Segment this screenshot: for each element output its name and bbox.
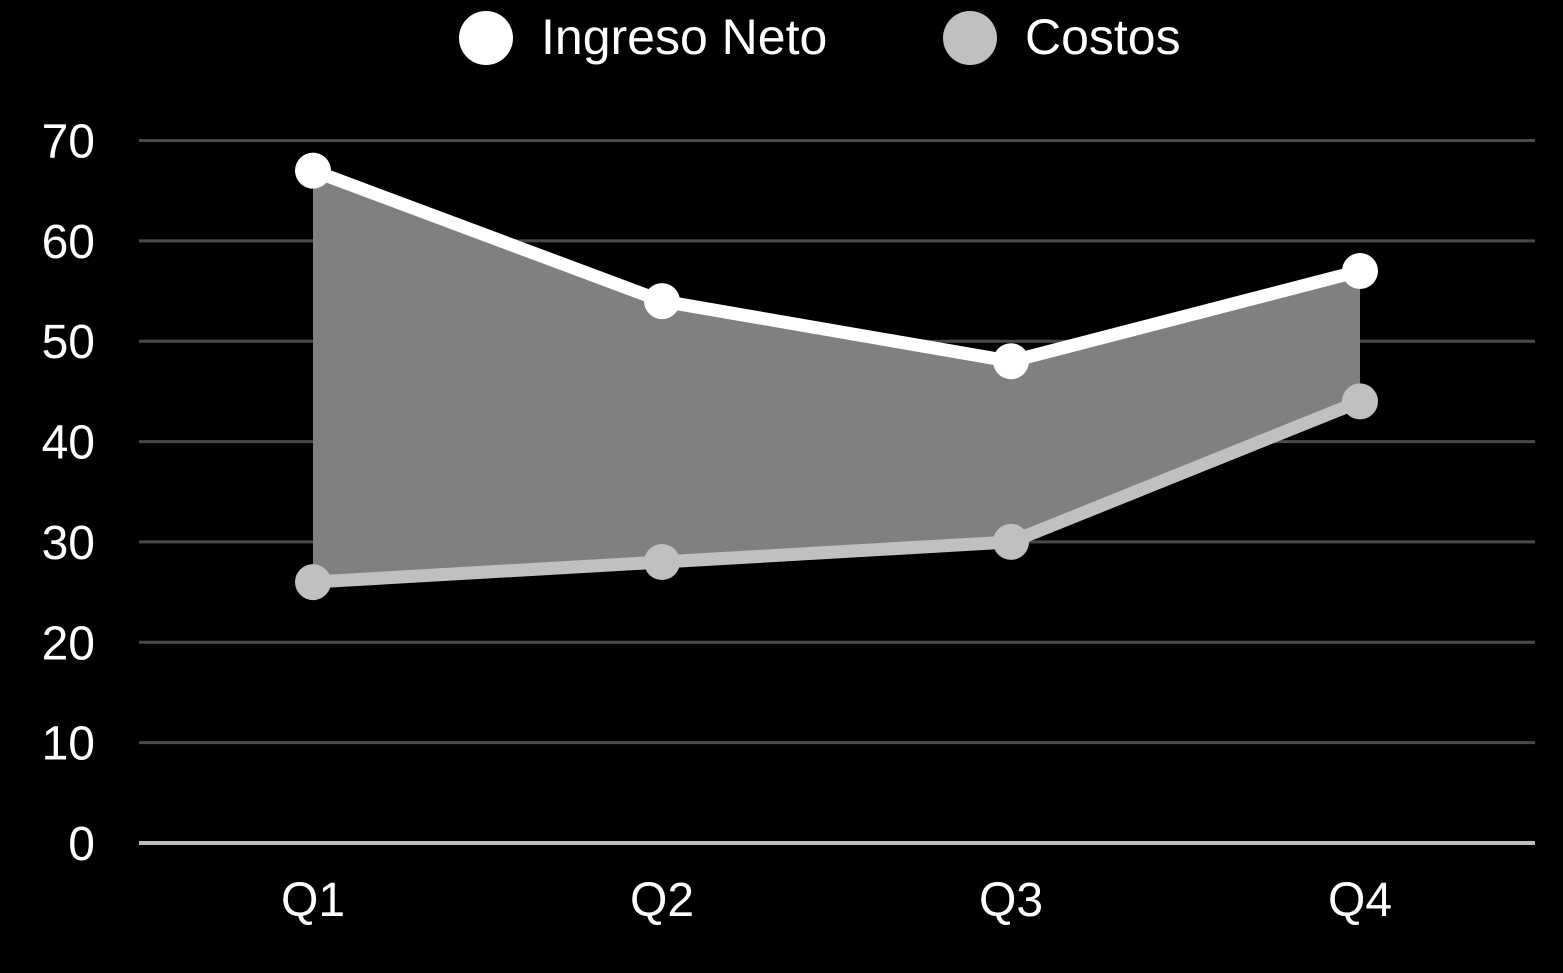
- legend-label: Costos: [1025, 9, 1181, 65]
- data-point-ingreso-neto: [295, 152, 331, 189]
- legend-marker-icon: [459, 11, 513, 65]
- x-tick-label: Q2: [630, 874, 694, 927]
- data-point-costos: [1342, 383, 1378, 420]
- legend-label: Ingreso Neto: [541, 9, 827, 65]
- y-tick-label: 50: [42, 316, 95, 369]
- y-tick-label: 40: [42, 417, 95, 470]
- y-tick-label: 60: [42, 216, 95, 269]
- legend: Ingreso Neto Costos: [459, 9, 1181, 65]
- y-axis-tick-labels: 0 10 20 30 40 50 60 70: [42, 116, 95, 872]
- data-point-ingreso-neto: [1342, 252, 1378, 289]
- x-tick-label: Q1: [281, 874, 345, 927]
- legend-marker-icon: [943, 11, 997, 65]
- series-points: [295, 152, 1378, 601]
- series-line-costos: [306, 394, 1367, 589]
- x-tick-label: Q3: [979, 874, 1043, 927]
- series-lines: [306, 164, 1367, 589]
- x-axis-tick-labels: Q1 Q2 Q3 Q4: [281, 874, 1392, 927]
- y-tick-label: 30: [42, 517, 95, 570]
- y-tick-label: 20: [42, 617, 95, 670]
- data-point-ingreso-neto: [644, 283, 680, 320]
- y-tick-label: 70: [42, 116, 95, 169]
- data-point-ingreso-neto: [993, 343, 1029, 380]
- data-point-costos: [993, 523, 1029, 560]
- data-point-costos: [644, 544, 680, 580]
- data-point-costos: [295, 564, 331, 601]
- y-tick-label: 10: [42, 718, 95, 771]
- y-tick-label: 0: [68, 818, 95, 871]
- series-line-ingreso-neto: [306, 164, 1367, 368]
- x-tick-label: Q4: [1328, 874, 1392, 927]
